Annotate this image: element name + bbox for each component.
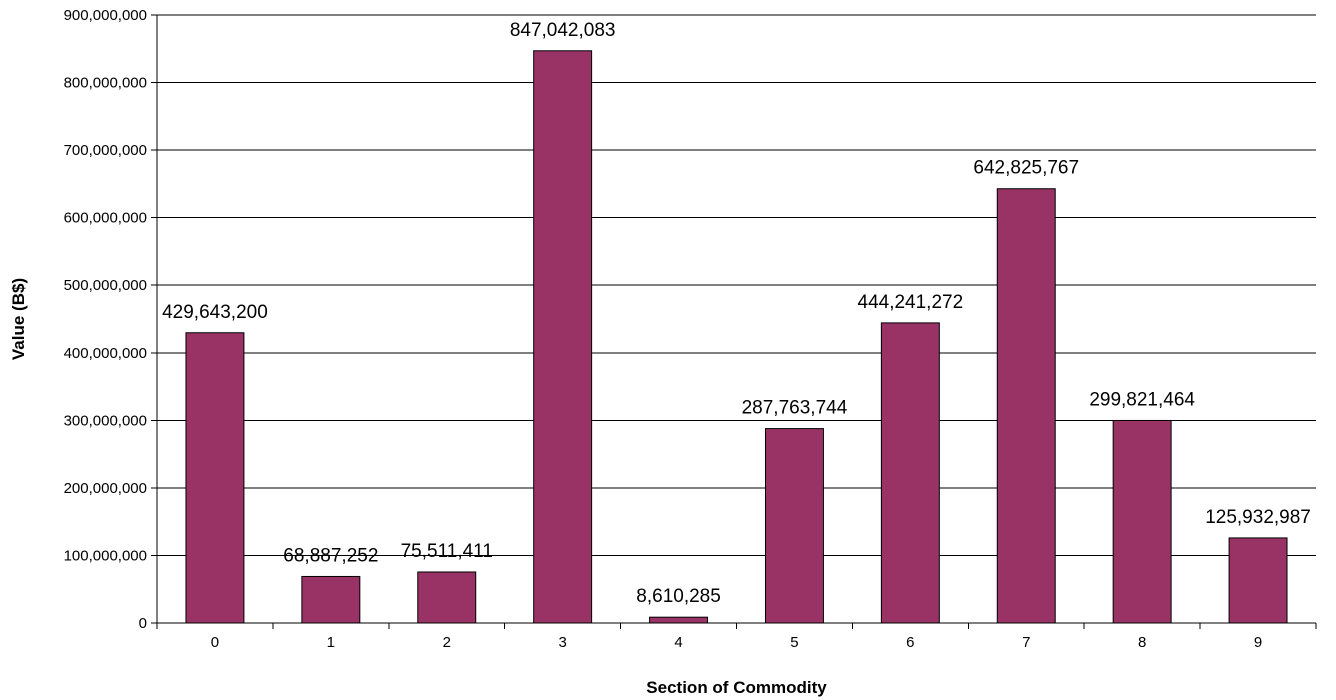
x-tick-label: 1 (327, 634, 335, 651)
y-tick-label: 100,000,000 (64, 547, 147, 564)
y-tick-label: 400,000,000 (64, 345, 147, 362)
x-tick-label: 5 (790, 634, 798, 651)
data-labels: 429,643,200 68,887,252 75,511,411 847,042,0… (162, 20, 1311, 607)
bar (764, 428, 824, 624)
y-axis-ticks: 0 100,000,000 200,000,000 300,000,000 400,00… (64, 7, 157, 632)
data-label: 125,932,987 (1205, 507, 1311, 528)
bar (301, 575, 361, 624)
x-axis-title: Section of Commodity (646, 678, 827, 697)
y-tick-label: 900,000,000 (64, 7, 147, 24)
y-tick-label: 800,000,000 (64, 75, 147, 92)
bar (1112, 419, 1172, 624)
data-label: 429,643,200 (162, 302, 268, 323)
bar (996, 188, 1056, 624)
data-label: 68,887,252 (283, 545, 378, 566)
data-label: 75,511,411 (401, 541, 493, 562)
x-axis-ticks: 0 1 2 3 4 5 6 7 8 9 (156, 623, 1317, 651)
x-tick-label: 4 (674, 634, 682, 651)
y-axis-title: Value (B$) (9, 278, 28, 360)
y-tick-label: 0 (139, 615, 147, 632)
x-tick-label: 2 (443, 634, 451, 651)
bar (1228, 537, 1288, 624)
gridlines (157, 14, 1316, 556)
data-label: 847,042,083 (510, 20, 616, 41)
bars (185, 50, 1288, 624)
y-tick-label: 700,000,000 (64, 142, 147, 159)
y-tick-label: 600,000,000 (64, 210, 147, 227)
x-tick-label: 7 (1022, 634, 1030, 651)
x-tick-label: 8 (1138, 634, 1146, 651)
y-tick-label: 300,000,000 (64, 412, 147, 429)
data-label: 299,821,464 (1089, 389, 1195, 410)
data-label: 287,763,744 (742, 398, 848, 419)
y-tick-label: 200,000,000 (64, 480, 147, 497)
bar (185, 332, 245, 624)
data-label: 8,610,285 (636, 586, 721, 607)
x-tick-label: 0 (211, 634, 219, 651)
x-tick-label: 3 (558, 634, 566, 651)
y-tick-label: 500,000,000 (64, 277, 147, 294)
bar (880, 322, 940, 624)
bar (417, 571, 477, 624)
x-tick-label: 9 (1254, 634, 1262, 651)
data-label: 642,825,767 (973, 158, 1079, 179)
data-label: 444,241,272 (858, 292, 964, 313)
x-tick-label: 6 (906, 634, 914, 651)
bar (533, 50, 593, 624)
bar (649, 616, 709, 624)
